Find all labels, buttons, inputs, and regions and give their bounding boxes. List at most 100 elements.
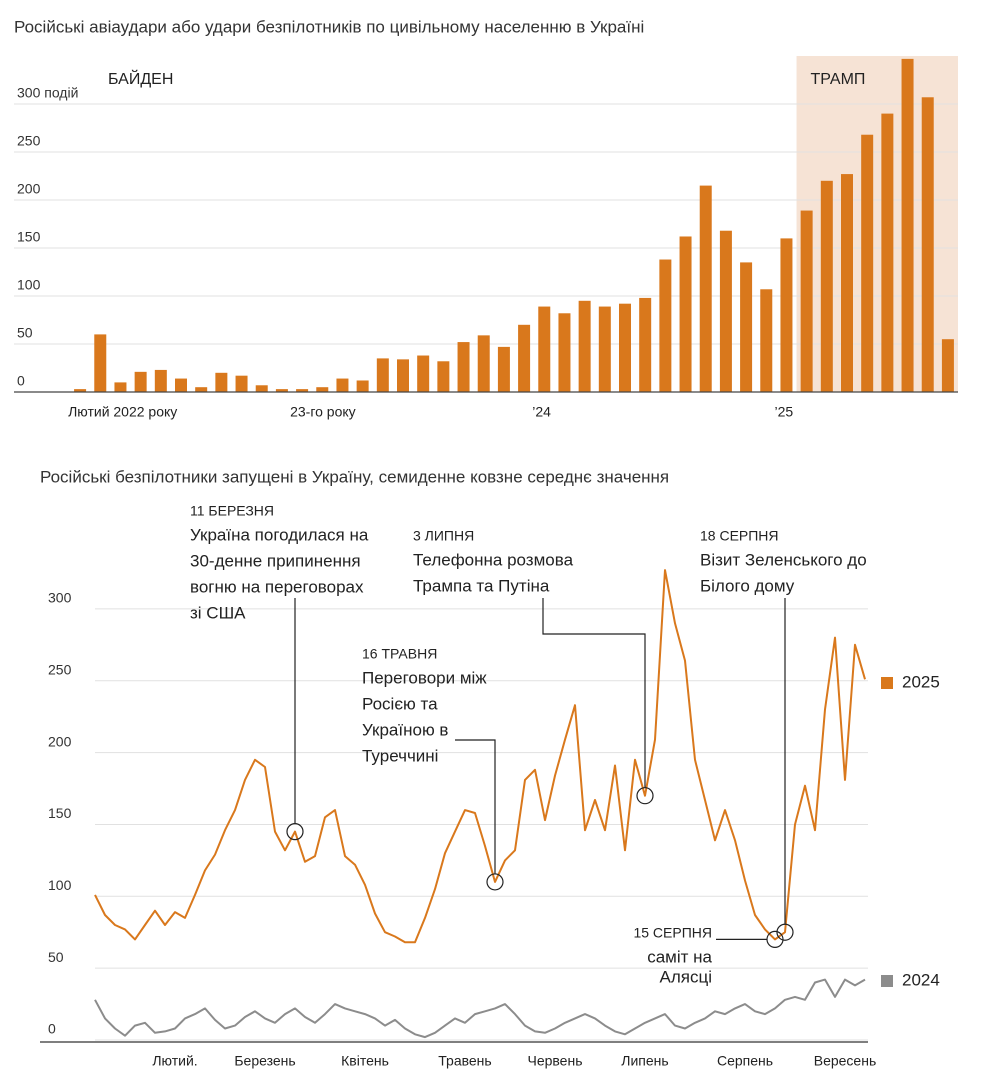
bar [699,185,712,392]
annotation-date: 3 ЛИПНЯ [413,528,474,544]
y-tick-label: 100 [17,277,41,293]
y-tick-label: 0 [48,1021,56,1037]
annotation-text: саміт на [647,947,712,966]
y-tick-label: 300 подій [17,85,78,101]
bar [215,372,228,392]
bar [901,58,914,392]
x-tick-label: Квітень [341,1053,389,1069]
annotation-text: Росією та [362,694,438,713]
x-tick-label: Липень [621,1053,668,1069]
y-tick-label: 50 [48,949,64,965]
bar [154,369,167,392]
bar [679,236,692,392]
y-tick-label: 0 [17,373,25,389]
x-tick-label: Лютий. [152,1053,197,1069]
bar [477,335,490,392]
annotation-text: Алясці [660,967,712,986]
bar [619,303,631,392]
annotation-text: вогню на переговорах [190,577,364,596]
bar [659,259,672,392]
bar [719,230,732,392]
legend-swatch [881,975,893,987]
x-tick-label: Лютий 2022 року [68,404,177,420]
highlight-region [796,56,958,392]
bar [74,389,87,392]
bar [114,382,127,392]
chart-title: Російські авіаудари або удари безпілотни… [14,17,644,36]
bar [941,339,954,392]
bar [800,210,813,392]
series-line [94,978,866,1039]
annotation-text: Туреччині [362,746,438,765]
annotation-text: Україною в [362,720,448,739]
bar [841,174,853,392]
annotation-text: зі США [190,603,246,622]
annotation-text: Переговори між [362,668,487,687]
y-tick-label: 150 [17,229,41,245]
bar [296,389,309,392]
bar [740,262,753,392]
annotation-date: 18 СЕРПНЯ [700,528,779,544]
x-tick-label: ’24 [532,404,551,420]
y-tick-label: 300 [48,590,72,606]
annotation-text: Білого дому [700,576,795,595]
x-tick-label: Червень [528,1053,583,1069]
annotation-date: 15 СЕРПНЯ [633,925,712,941]
y-tick-label: 150 [48,805,72,821]
x-tick-label: Вересень [814,1053,877,1069]
legend-label: 2025 [902,672,940,691]
annotation-text: Телефонна розмова [413,550,574,569]
bar [336,378,349,392]
bar [921,97,934,392]
bar [437,361,450,392]
bar [518,324,531,392]
annotation-leader [542,598,646,788]
bar [417,355,430,392]
bar [578,300,591,392]
bar [457,342,470,392]
y-tick-label: 250 [17,133,41,149]
y-tick-label: 250 [48,661,72,677]
annotation-date: 11 БЕРЕЗНЯ [190,503,274,519]
annotation-text: Візит Зеленського до [700,550,867,569]
annotation: БАЙДЕН [108,69,173,88]
bar [881,113,894,392]
bar [598,306,611,392]
chart-title: Російські безпілотники запущені в Україн… [40,467,669,486]
bar [760,289,773,392]
bar [639,297,652,392]
annotation-text: Трампа та Путіна [413,576,550,595]
bar [861,134,874,392]
bar [175,378,187,392]
bar [497,346,510,392]
bar [397,359,409,392]
bar [94,334,107,392]
y-tick-label: 50 [17,325,33,341]
annotation-date: 16 ТРАВНЯ [362,646,437,662]
x-tick-label: Березень [234,1053,295,1069]
series-line [94,569,866,944]
x-tick-label: Серпень [717,1053,773,1069]
x-tick-label: Травень [438,1053,491,1069]
annotation-marker [286,823,304,841]
bar [538,306,551,392]
y-tick-label: 200 [48,733,72,749]
x-tick-label: ’25 [774,404,793,420]
annotation-marker [636,787,654,805]
bar [255,385,268,392]
bar [356,380,369,392]
bar [820,180,833,392]
bar [134,371,147,392]
annotation-leader [455,739,496,874]
annotation-text: 30-денне припинення [190,551,361,570]
bar [780,238,793,392]
annotation-marker [486,873,504,891]
bar [235,375,248,392]
legend-label: 2024 [902,970,940,989]
bar [558,313,571,392]
x-tick-label: 23-го року [290,404,356,420]
bar [316,387,329,392]
legend-swatch [881,677,893,689]
annotation-text: Україна погодилася на [190,525,369,544]
